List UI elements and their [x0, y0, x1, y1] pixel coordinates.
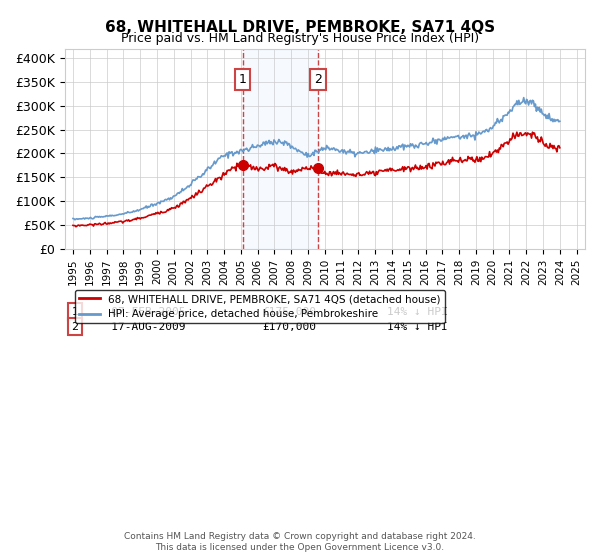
Text: 2: 2 — [71, 321, 79, 332]
Legend: 68, WHITEHALL DRIVE, PEMBROKE, SA71 4QS (detached house), HPI: Average price, de: 68, WHITEHALL DRIVE, PEMBROKE, SA71 4QS … — [75, 290, 445, 323]
Text: £170,000: £170,000 — [262, 321, 316, 332]
Text: £175,000: £175,000 — [262, 307, 316, 316]
Text: 1: 1 — [71, 307, 79, 316]
Text: 07-FEB-2005: 07-FEB-2005 — [91, 307, 185, 316]
Bar — [242, 49, 318, 249]
Text: 1: 1 — [239, 73, 247, 86]
Text: 2: 2 — [314, 73, 322, 86]
Text: Price paid vs. HM Land Registry's House Price Index (HPI): Price paid vs. HM Land Registry's House … — [121, 32, 479, 45]
Text: 14% ↓ HPI: 14% ↓ HPI — [387, 321, 448, 332]
Text: Contains HM Land Registry data © Crown copyright and database right 2024.
This d: Contains HM Land Registry data © Crown c… — [124, 532, 476, 552]
Text: 68, WHITEHALL DRIVE, PEMBROKE, SA71 4QS: 68, WHITEHALL DRIVE, PEMBROKE, SA71 4QS — [105, 20, 495, 35]
Text: 17-AUG-2009: 17-AUG-2009 — [91, 321, 185, 332]
Text: 14% ↓ HPI: 14% ↓ HPI — [387, 307, 448, 316]
